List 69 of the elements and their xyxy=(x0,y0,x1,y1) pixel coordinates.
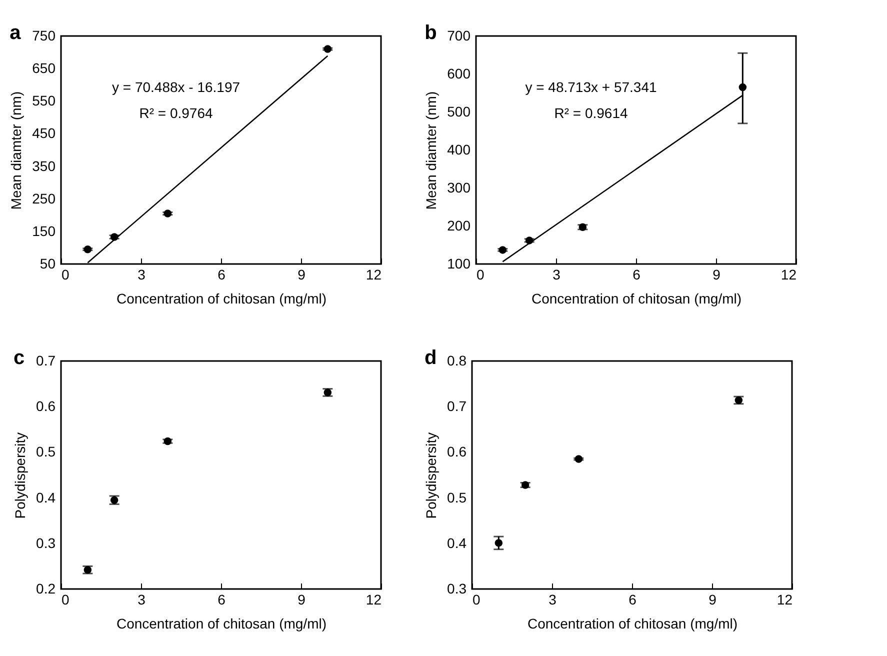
y-tick-label: 600 xyxy=(447,66,471,82)
y-axis-title: Mean diamter (nm) xyxy=(8,91,24,210)
x-tick-label: 12 xyxy=(366,266,382,282)
y-tick-label: 400 xyxy=(447,142,471,158)
x-tick-label: 9 xyxy=(712,266,721,282)
chart-title: c xyxy=(14,347,25,369)
y-tick-label: 0.3 xyxy=(36,534,56,551)
y-tick-label: 0.4 xyxy=(447,534,467,551)
x-tick-label: 0 xyxy=(472,592,480,608)
x-axis-title: Concentration of chitosan (mg/ml) xyxy=(531,290,742,306)
y-tick-label: 0.5 xyxy=(36,444,56,460)
y-tick-label: 100 xyxy=(447,256,471,272)
x-tick-label: 0 xyxy=(62,266,70,282)
y-tick-label: 750 xyxy=(32,28,56,44)
y-tick-label: 300 xyxy=(447,180,471,196)
point xyxy=(738,83,747,92)
x-tick-label: 3 xyxy=(548,592,557,608)
y-tick-label: 0.7 xyxy=(447,398,467,414)
y-tick-label: 0.5 xyxy=(447,489,467,506)
y-tick-label: 50 xyxy=(40,256,56,272)
annotation: y = 48.713x + 57.341 xyxy=(525,79,657,95)
y-tick-label: 0.4 xyxy=(36,489,56,506)
y-tick-label: 450 xyxy=(32,125,56,142)
annotation: y = 70.488x - 16.197 xyxy=(112,79,240,95)
chart-title: a xyxy=(10,22,22,44)
y-tick-label: 500 xyxy=(447,104,471,120)
x-axis-title: Concentration of chitosan (mg/ml) xyxy=(527,616,738,632)
x-tick-label: 6 xyxy=(218,266,226,282)
y-tick-label: 0.6 xyxy=(447,444,467,460)
y-tick-label: 0.7 xyxy=(36,352,56,368)
x-tick-label: 0 xyxy=(476,266,484,282)
y-tick-label: 0.6 xyxy=(36,398,56,414)
y-tick-label: 550 xyxy=(32,92,56,109)
point xyxy=(324,45,332,53)
x-tick-label: 12 xyxy=(366,592,382,608)
point xyxy=(574,455,583,463)
x-tick-label: 6 xyxy=(632,266,641,282)
y-axis-title: Polydispersity xyxy=(423,432,440,519)
x-tick-label: 9 xyxy=(708,592,717,608)
y-tick-label: 0.3 xyxy=(447,580,467,596)
y-tick-label: 650 xyxy=(32,60,56,76)
x-axis-title: Concentration of chitosan (mg/ml) xyxy=(116,290,327,306)
y-axis-title: Mean diamter (nm) xyxy=(423,91,440,210)
x-axis-title: Concentration of chitosan (mg/ml) xyxy=(116,616,327,632)
x-tick-label: 3 xyxy=(138,592,146,608)
point xyxy=(494,539,503,547)
y-tick-label: 350 xyxy=(32,158,56,174)
y-tick-label: 0.8 xyxy=(447,352,467,368)
y-tick-label: 0.2 xyxy=(36,580,56,596)
chart-title: d xyxy=(424,347,437,369)
point xyxy=(498,246,507,254)
annotation: R² = 0.9614 xyxy=(554,105,628,121)
x-tick-label: 6 xyxy=(218,592,226,608)
x-tick-label: 12 xyxy=(780,266,797,282)
chart-title: b xyxy=(424,22,437,44)
x-tick-label: 0 xyxy=(62,592,70,608)
y-tick-label: 200 xyxy=(447,218,471,234)
y-tick-label: 700 xyxy=(447,28,471,44)
x-tick-label: 12 xyxy=(776,592,793,608)
y-tick-label: 250 xyxy=(32,190,56,206)
x-tick-label: 3 xyxy=(138,266,146,282)
x-tick-label: 9 xyxy=(298,266,306,282)
x-tick-label: 6 xyxy=(628,592,637,608)
point xyxy=(84,245,92,254)
x-tick-label: 3 xyxy=(552,266,561,282)
y-tick-label: 150 xyxy=(32,222,56,239)
x-tick-label: 9 xyxy=(298,592,306,608)
annotation: R² = 0.9764 xyxy=(139,105,213,121)
y-axis-title: Polydispersity xyxy=(12,432,28,519)
